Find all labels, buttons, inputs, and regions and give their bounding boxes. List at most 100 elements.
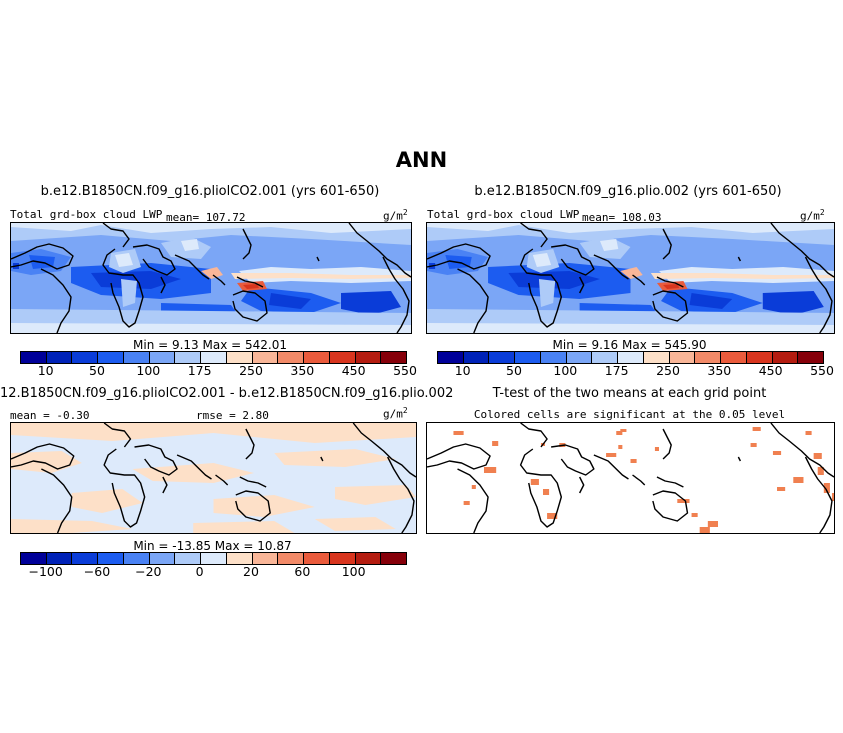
- colorbar-tick-label: 175: [187, 363, 212, 378]
- contour-region: [269, 293, 311, 309]
- colorbar-box: [618, 352, 644, 363]
- coastlines: [427, 423, 834, 533]
- coastline: [160, 276, 166, 294]
- contour-region: [121, 279, 137, 307]
- colorbar-box: [695, 352, 722, 363]
- colorbar-box: [329, 352, 356, 363]
- colorbar-box: [201, 352, 227, 363]
- coastline: [212, 274, 226, 286]
- coastline: [103, 448, 146, 528]
- significant-cell: [483, 467, 497, 473]
- coastline: [215, 474, 229, 486]
- colorbar-tick-label: 250: [656, 363, 680, 378]
- colorbar-box: [46, 553, 73, 564]
- significant-cell: [654, 447, 659, 451]
- panel1-title: b.e12.B1850CN.f09_g16.pliolCO2.001 (yrs …: [40, 184, 380, 199]
- significant-cell: [707, 521, 719, 527]
- contour-region: [314, 517, 396, 531]
- colorbar-box: [175, 352, 202, 363]
- colorbar-box: [329, 553, 356, 564]
- coastline: [102, 223, 130, 248]
- coastlines: [11, 223, 411, 333]
- colorbar-box: [515, 352, 541, 363]
- coastline: [176, 454, 212, 480]
- colorbar-tick-label: 250: [239, 363, 263, 378]
- contour-region: [663, 284, 680, 289]
- significant-cell: [691, 513, 698, 517]
- panel4-title: T-test of the two means at each grid poi…: [492, 386, 767, 401]
- coastlines: [427, 223, 834, 333]
- colorbar-box: [98, 352, 124, 363]
- contour-region: [231, 273, 411, 279]
- panel3-colorbar-ticks: −100 −60 −20 0 20 60 100: [20, 564, 407, 580]
- coastline: [242, 228, 252, 260]
- significant-cell: [542, 489, 550, 495]
- colorbar-tick-label: 10: [454, 363, 471, 378]
- colorbar-box: [46, 352, 73, 363]
- coastline: [11, 243, 74, 270]
- significant-cell: [547, 513, 558, 519]
- panel1-mean-label: mean= 107.72: [166, 211, 246, 224]
- panel2-mean-label: mean= 108.03: [582, 211, 662, 224]
- colorbar-box: [381, 352, 407, 363]
- colorbar-tick-label: 175: [604, 363, 629, 378]
- colorbar-tick-label: 100: [136, 363, 161, 378]
- panel1-variable-label: Total grd-box cloud LWP: [10, 208, 163, 221]
- panel3-title: 12.B1850CN.f09_g16.pliolCO2.001 - b.e12.…: [0, 386, 454, 401]
- contour-region: [193, 521, 295, 533]
- significant-cell: [752, 427, 761, 431]
- colorbar-tick-label: 350: [290, 363, 315, 378]
- coastline: [520, 223, 548, 248]
- colorbar-tick-label: 50: [506, 363, 522, 378]
- coastline: [593, 254, 629, 280]
- coastline: [235, 490, 271, 522]
- significant-cell: [823, 483, 830, 493]
- panel2-title: b.e12.B1850CN.f09_g16.plio.002 (yrs 601-…: [474, 184, 782, 199]
- contour-region: [427, 323, 834, 333]
- colorbar-box: [592, 352, 619, 363]
- colorbar-box: [540, 352, 567, 363]
- contour-region: [532, 253, 552, 267]
- contour-region: [341, 291, 401, 315]
- contour-region: [599, 239, 619, 251]
- coastline: [578, 276, 585, 294]
- significant-cell: [793, 477, 804, 483]
- significant-cell: [620, 429, 627, 432]
- colorbar-tick-label: 450: [758, 363, 783, 378]
- coastline: [134, 444, 178, 476]
- contour-region: [620, 267, 643, 279]
- coastline: [174, 254, 210, 280]
- colorbar-box: [123, 352, 150, 363]
- panel3-units: g/m2: [383, 406, 408, 421]
- coastline: [737, 256, 742, 262]
- contour-region: [11, 423, 416, 443]
- colorbar-box: [72, 553, 99, 564]
- contour-region: [213, 495, 315, 517]
- panel3-map: [10, 422, 417, 534]
- colorbar-box: [226, 553, 253, 564]
- colorbar-box: [278, 553, 305, 564]
- panel2-map: [426, 222, 835, 334]
- colorbar-box: [175, 553, 202, 564]
- colorbar-tick-label: 0: [195, 564, 204, 579]
- contour-region: [538, 279, 556, 307]
- significant-cell: [772, 451, 782, 455]
- colorbar-tick-label: 10: [37, 363, 54, 378]
- colorbar-box: [72, 352, 99, 363]
- colorbar-box: [489, 352, 516, 363]
- coastline: [162, 476, 168, 494]
- coastline: [41, 468, 73, 533]
- coastline: [770, 423, 834, 478]
- coastline: [387, 456, 415, 533]
- coastline: [520, 423, 548, 448]
- contour-region: [427, 223, 834, 233]
- contour-region: [201, 267, 223, 279]
- panel1-colorbar: [20, 351, 407, 364]
- coastline: [662, 428, 672, 460]
- colorbar-box: [721, 352, 747, 363]
- coastline: [519, 448, 563, 528]
- contour-region: [181, 239, 199, 251]
- colorbar-tick-label: 60: [294, 564, 311, 579]
- panel2-minmax: Min = 9.16 Max = 545.90: [552, 338, 707, 352]
- coastline: [578, 476, 585, 494]
